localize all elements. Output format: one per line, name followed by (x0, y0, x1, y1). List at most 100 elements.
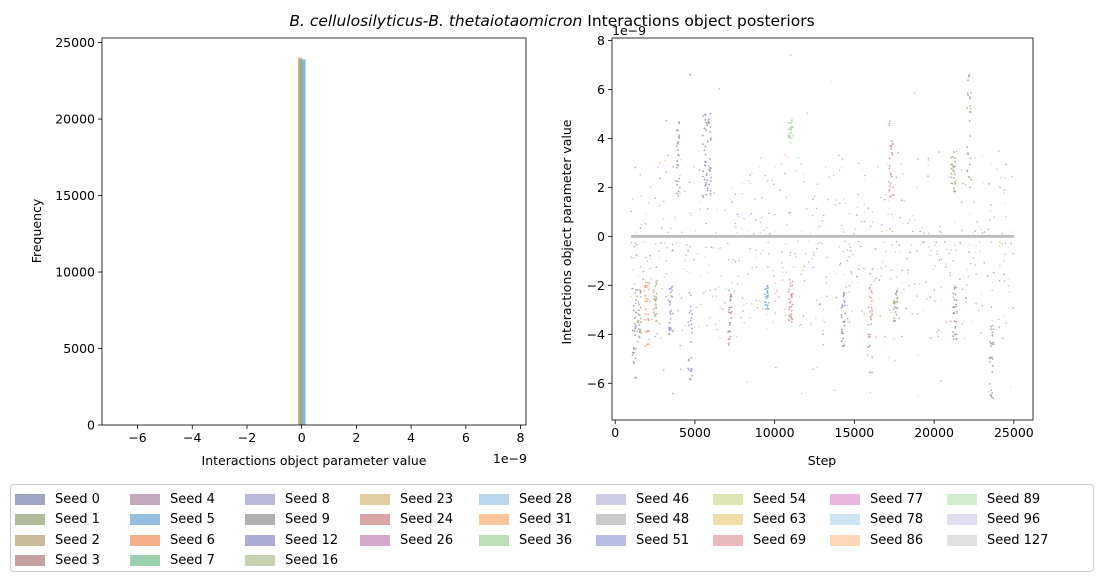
scatter-point (969, 186, 972, 189)
scatter-point (955, 179, 957, 182)
scatter-point (890, 213, 893, 216)
scatter-point (805, 317, 808, 320)
scatter-point (839, 264, 841, 266)
scatter-point (729, 198, 731, 200)
scatter-point (888, 207, 891, 210)
scatter-point (632, 346, 635, 349)
scatter-point (997, 150, 1000, 152)
scatter-point (868, 310, 871, 313)
scatter-point (890, 151, 893, 154)
scatter-point (789, 129, 792, 131)
scatter-point (667, 299, 670, 301)
scatter-point (805, 207, 808, 210)
scatter-point (654, 300, 657, 302)
scatter-point (970, 91, 972, 94)
scatter-point (950, 176, 953, 179)
scatter-point (701, 175, 704, 178)
scatter-point (945, 262, 948, 265)
scatter-point (894, 311, 897, 313)
scatter-point (637, 319, 640, 322)
scatter-point (684, 324, 687, 327)
histogram-y-tick-label: 5000 (63, 341, 95, 356)
scatter-point (704, 290, 707, 293)
scatter-point (710, 194, 712, 197)
scatter-point (913, 282, 916, 285)
scatter-point (991, 331, 994, 334)
scatter-point (677, 195, 680, 197)
scatter-point (637, 313, 640, 315)
scatter-point (648, 330, 650, 333)
scatter-point (887, 356, 890, 359)
scatter-point (789, 54, 792, 57)
scatter-point (954, 165, 956, 168)
scatter-point (638, 309, 640, 312)
scatter-point (893, 170, 895, 172)
scatter-point (754, 218, 757, 221)
scatter-point (1007, 284, 1010, 287)
scatter-point (630, 210, 633, 213)
legend-label: Seed 96 (987, 512, 1041, 528)
scatter-point (1008, 278, 1011, 280)
scatter-point (838, 202, 841, 205)
scatter-point (764, 303, 767, 306)
scatter-point (841, 330, 844, 333)
scatter-point (869, 335, 871, 338)
scatter-point (723, 302, 726, 304)
scatter-point (824, 165, 827, 168)
scatter-point (710, 176, 713, 179)
scatter-point (969, 104, 971, 107)
scatter-point (870, 300, 873, 303)
scatter-point (794, 170, 797, 172)
scatter-point (776, 290, 778, 292)
scatter-point (632, 309, 635, 312)
scatter-point (652, 288, 655, 291)
scatter-point (857, 268, 860, 270)
scatter-point (987, 228, 989, 231)
scatter-point (665, 295, 668, 298)
scatter-point (730, 310, 733, 313)
scatter-point (921, 227, 923, 229)
scatter-point (759, 221, 762, 224)
scatter-point (703, 127, 706, 130)
scatter-point (709, 192, 712, 195)
scatter-point (703, 164, 706, 167)
scatter-point (891, 153, 894, 156)
scatter-point (646, 284, 649, 287)
scatter-point (738, 259, 741, 262)
scatter-point (672, 392, 674, 395)
scatter-point (704, 145, 707, 148)
scatter-point (953, 287, 956, 290)
scatter-point (891, 244, 894, 246)
scatter-point (980, 332, 982, 334)
scatter-point (811, 257, 813, 260)
scatter-point (661, 288, 663, 290)
scatter-point (956, 285, 958, 288)
scatter-point (825, 281, 828, 284)
scatter-point (922, 309, 925, 311)
scatter-point (669, 322, 671, 324)
scatter-point (871, 309, 873, 312)
histogram-bar (299, 60, 304, 425)
histogram-x-ticks: −6 −4 −2 0 2 4 6 8 (128, 425, 525, 445)
scatter-point (978, 309, 980, 312)
scatter-point (871, 298, 874, 301)
scatter-point (802, 181, 805, 183)
scatter-point (788, 314, 791, 317)
scatter-point (990, 389, 993, 392)
legend-swatch (245, 493, 275, 505)
legend-label: Seed 36 (519, 532, 573, 548)
histogram-x-tick-label: −6 (128, 430, 146, 445)
scatter-point (820, 242, 823, 245)
scatter-point (730, 281, 733, 284)
scatter-point (762, 308, 764, 311)
scatter-point (789, 141, 792, 144)
scatter-point (752, 233, 755, 235)
scatter-point (975, 245, 977, 247)
scatter-point (849, 250, 852, 252)
scatter-point (867, 323, 870, 326)
scatter-point (640, 332, 643, 334)
scatter-point (990, 306, 993, 309)
scatter-point (873, 308, 876, 310)
scatter-point (765, 304, 768, 306)
scatter-point (706, 324, 708, 327)
